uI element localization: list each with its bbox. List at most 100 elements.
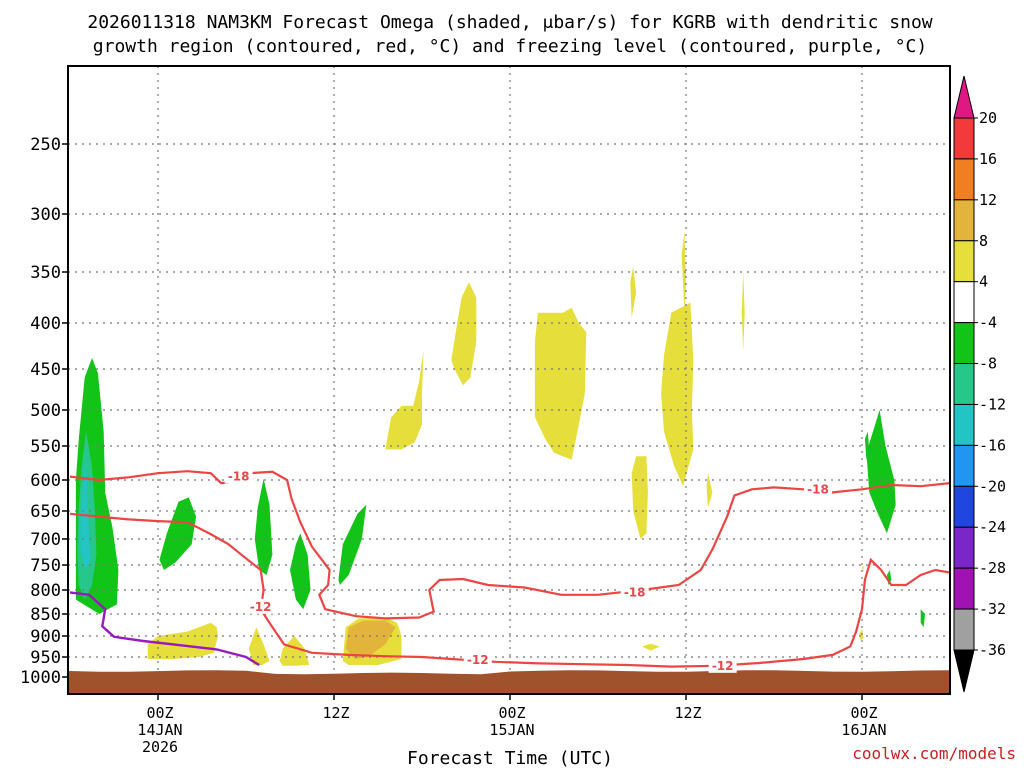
contour-lines: -18 -12 -18 -18 -12 -12 [69,468,950,673]
colorbar-bin-1 [953,158,975,201]
y-tick-label-850: 850 [30,605,61,625]
y-tick-label-650: 650 [30,502,61,522]
y-tick-label-600: 600 [30,471,61,491]
colorbar-bin-9 [953,485,975,528]
colorbar-tick-label-10: -24 [979,518,1006,536]
dgz-extra-label-bg-2 [463,652,492,668]
chart-title-line2: growth region (contoured, red, °C) and f… [93,36,927,57]
colorbar-tick-label-11: -28 [979,559,1006,577]
colorbar-bin-7 [953,403,975,446]
dgz-extra-label-bg-3 [708,657,737,673]
grid-lines [68,66,950,694]
x-tick-date-6: 14JAN [137,721,182,739]
y-tick-label-950: 950 [30,648,61,668]
y-tick-label-350: 350 [30,263,61,283]
x-tick-date-54: 16JAN [841,721,886,739]
dgz-label-bg-1 [246,598,275,614]
colorbar-tick-label-3: 8 [979,232,988,250]
omega-region-21 [631,456,648,539]
y-tick-label-550: 550 [30,437,61,457]
y-tick-label-500: 500 [30,401,61,421]
ground-terrain [68,670,950,694]
x-tick-year-6: 2026 [142,738,178,756]
x-tick-label-18: 12Z [322,704,349,722]
dgz-label-bg-0 [224,468,253,484]
colorbar-tick-label-2: 12 [979,191,997,209]
colorbar-bin-8 [953,444,975,487]
colorbar-tick-label-13: -36 [979,641,1006,659]
colorbar-tick-label-7: -12 [979,395,1006,413]
y-tick-label-250: 250 [30,135,61,155]
colorbar-bin-2 [953,199,975,242]
dgz-extra-label-1: -18 [807,482,829,496]
colorbar-bin-10 [953,526,975,569]
y-tick-label-700: 700 [30,530,61,550]
colorbar-tick-label-12: -32 [979,600,1006,618]
colorbar-bottom-arrow [953,649,975,693]
y-tick-label-300: 300 [30,205,61,225]
y-tick-label-900: 900 [30,627,61,647]
omega-region-15 [345,620,396,659]
omega-region-26 [859,629,864,641]
colorbar-legend: 20 16 12 8 4 -4 -8 -12 -16 -20 -24 -28 -32 -36 [953,75,1006,693]
y-tick-label-750: 750 [30,556,61,576]
y-tick-label-450: 450 [30,360,61,380]
credit-text: coolwx.com/models [852,744,1016,763]
omega-region-11 [147,622,219,659]
colorbar-bin-12 [953,608,975,651]
dgz-extra-label-3: -12 [712,659,734,673]
colorbar-tick-label-0: 20 [979,109,997,127]
plot-frame [67,65,951,695]
colorbar-tick-label-8: -16 [979,436,1006,454]
omega-region-23 [706,473,713,508]
colorbar-tick-label-5: -4 [979,314,997,332]
colorbar-top-arrow [953,75,975,119]
omega-region-24 [741,272,745,351]
x-tick-label-54: 00Z [850,704,877,722]
x-tick-label-42: 12Z [674,704,701,722]
omega-region-7 [866,410,896,534]
omega-region-4 [254,478,273,575]
omega-region-5 [290,533,311,610]
omega-region-13 [279,636,310,666]
colorbar-bin-11 [953,567,975,610]
omega-region-10 [920,609,926,628]
omega-region-19 [630,266,637,318]
colorbar-tick-label-6: -8 [979,355,997,373]
freezing-level-contour [69,591,260,667]
omega-region-17 [451,282,477,386]
dgz-label-0: -18 [228,470,250,484]
x-tick-label-6: 00Z [146,704,173,722]
omega-region-3 [159,497,197,570]
y-tick-label-800: 800 [30,581,61,601]
omega-region-6 [338,504,367,585]
colorbar-bin-0 [953,117,975,160]
colorbar-bin-4 [953,281,975,324]
omega-region-12 [248,627,270,665]
colorbar-bin-5 [953,322,975,365]
colorbar-bin-6 [953,363,975,405]
dgz-label-1: -12 [250,600,272,614]
omega-region-22 [661,302,694,487]
ground-fill [68,670,950,694]
dgz-extra-label-bg-0 [620,584,649,600]
dgz-extra-label-0: -18 [624,585,646,599]
omega-region-18 [534,307,587,460]
omega-region-16 [385,350,424,450]
x-tick-label-30: 00Z [498,704,525,722]
colorbar-tick-label-9: -20 [979,477,1006,495]
dgz-contour-m12-1 [69,512,950,668]
y-tick-label-400: 400 [30,314,61,334]
colorbar-tick-label-1: 16 [979,150,997,168]
omega-region-20 [681,231,686,313]
omega-region-25 [642,643,660,651]
dgz-extra-label-bg-1 [804,481,832,497]
chart-title-line1: 2026011318 NAM3KM Forecast Omega (shaded… [87,12,932,33]
y-tick-label-1000: 1000 [20,668,61,688]
x-axis-label: Forecast Time (UTC) [407,748,613,768]
dgz-extra-label-2: -12 [467,653,489,667]
colorbar-tick-label-4: 4 [979,273,988,291]
colorbar-bin-3 [953,240,975,283]
